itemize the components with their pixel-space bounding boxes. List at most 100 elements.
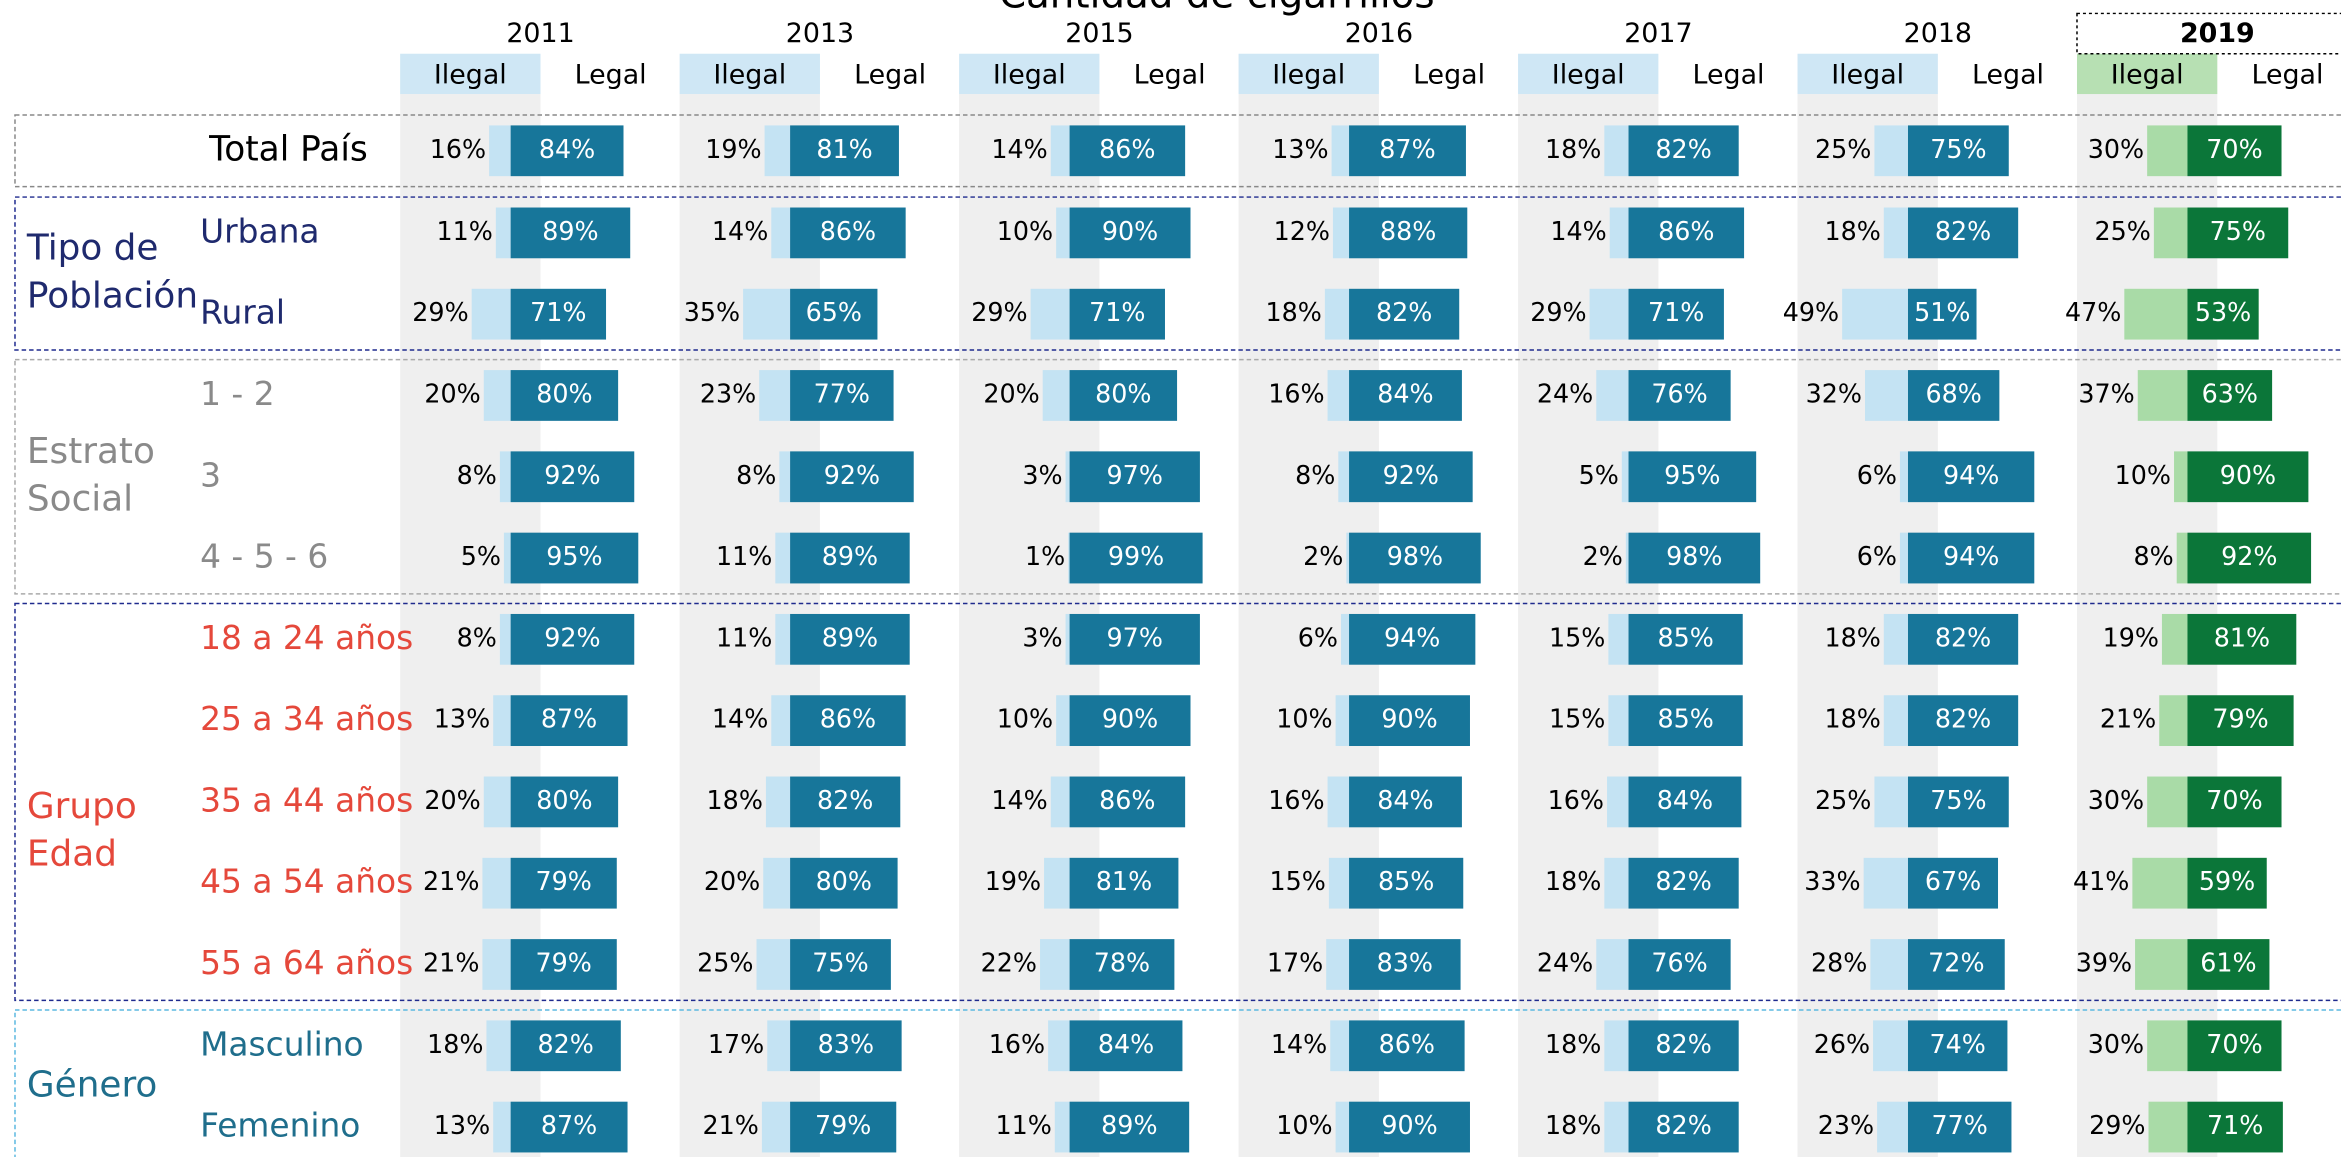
column-label: Ilegal bbox=[1831, 60, 1904, 91]
ilegal-bar bbox=[1044, 857, 1070, 909]
year-label: 2018 bbox=[1904, 18, 1972, 49]
ilegal-value-label: 13% bbox=[434, 1110, 490, 1140]
legal-value-label: 92% bbox=[824, 460, 880, 490]
legal-value-label: 90% bbox=[1381, 1110, 1437, 1140]
ilegal-value-label: 39% bbox=[2076, 947, 2132, 977]
legal-value-label: 90% bbox=[1102, 704, 1158, 734]
ilegal-value-label: 10% bbox=[1276, 704, 1332, 734]
ilegal-bar bbox=[1335, 1101, 1350, 1153]
ilegal-bar bbox=[483, 776, 511, 828]
ilegal-value-label: 14% bbox=[1550, 216, 1606, 246]
ilegal-bar bbox=[1608, 695, 1629, 747]
ilegal-bar bbox=[1604, 857, 1629, 909]
ilegal-value-label: 3% bbox=[1022, 622, 1062, 652]
legal-bar bbox=[1907, 695, 2019, 747]
legal-bar bbox=[510, 207, 631, 259]
legal-value-label: 74% bbox=[1930, 1029, 1986, 1059]
legal-value-label: 82% bbox=[1655, 1110, 1711, 1140]
legal-value-label: 81% bbox=[2214, 622, 2270, 652]
legal-bar bbox=[1907, 288, 1977, 340]
highlight-box bbox=[2076, 12, 2341, 55]
legal-value-label: 59% bbox=[2199, 866, 2255, 896]
ilegal-bar bbox=[1608, 613, 1629, 665]
ilegal-value-label: 16% bbox=[989, 1029, 1045, 1059]
legal-value-label: 70% bbox=[2206, 134, 2262, 164]
legal-value-label: 86% bbox=[820, 216, 876, 246]
legal-value-label: 86% bbox=[1658, 216, 1714, 246]
ilegal-bar bbox=[1328, 857, 1350, 909]
ilegal-value-label: 32% bbox=[1806, 378, 1862, 408]
legal-value-label: 82% bbox=[1655, 134, 1711, 164]
legal-bar bbox=[510, 370, 619, 421]
ilegal-bar bbox=[1042, 370, 1070, 421]
legal-value-label: 89% bbox=[822, 622, 878, 652]
legal-value-label: 78% bbox=[1094, 947, 1150, 977]
ilegal-bar bbox=[1609, 207, 1629, 259]
row-label: 18 a 24 años bbox=[200, 619, 413, 657]
ilegal-value-label: 16% bbox=[1268, 378, 1324, 408]
legal-value-label: 86% bbox=[1099, 785, 1155, 815]
ilegal-value-label: 23% bbox=[1818, 1110, 1874, 1140]
ilegal-value-label: 16% bbox=[1268, 785, 1324, 815]
legal-value-label: 84% bbox=[1098, 1029, 1154, 1059]
ilegal-value-label: 26% bbox=[1814, 1029, 1870, 1059]
legal-bar bbox=[1349, 1020, 1465, 1072]
ilegal-value-label: 20% bbox=[983, 378, 1039, 408]
legal-bar bbox=[1628, 451, 1757, 503]
ilegal-value-label: 22% bbox=[981, 947, 1037, 977]
group-label: Población bbox=[27, 275, 198, 316]
ilegal-value-label: 35% bbox=[684, 297, 740, 327]
legal-value-label: 82% bbox=[817, 785, 873, 815]
column-label: Legal bbox=[1693, 60, 1765, 91]
ilegal-value-label: 19% bbox=[2103, 622, 2159, 652]
ilegal-value-label: 18% bbox=[1545, 134, 1601, 164]
legal-value-label: 79% bbox=[536, 866, 592, 896]
ilegal-bar bbox=[482, 857, 511, 909]
legal-value-label: 90% bbox=[1381, 704, 1437, 734]
legal-bar bbox=[510, 857, 617, 909]
ilegal-value-label: 10% bbox=[2115, 460, 2171, 490]
ilegal-bar bbox=[763, 857, 791, 909]
row-label: 25 a 34 años bbox=[200, 700, 413, 738]
ilegal-value-label: 25% bbox=[697, 947, 753, 977]
legal-bar bbox=[790, 776, 901, 828]
ilegal-value-label: 24% bbox=[1537, 378, 1593, 408]
ilegal-value-label: 18% bbox=[1545, 1029, 1601, 1059]
column-label: Legal bbox=[854, 60, 926, 91]
ilegal-value-label: 24% bbox=[1537, 947, 1593, 977]
legal-bar bbox=[1907, 125, 2009, 177]
ilegal-value-label: 2% bbox=[1583, 541, 1623, 571]
legal-value-label: 82% bbox=[1655, 866, 1711, 896]
ilegal-bar bbox=[759, 370, 791, 421]
legal-bar bbox=[1349, 207, 1468, 259]
legal-value-label: 92% bbox=[544, 622, 600, 652]
ilegal-bar bbox=[1604, 1101, 1629, 1153]
legal-value-label: 75% bbox=[1930, 785, 1986, 815]
ilegal-bar bbox=[2159, 695, 2188, 747]
ilegal-value-label: 29% bbox=[971, 297, 1027, 327]
column-label: Ilegal bbox=[1552, 60, 1625, 91]
legal-bar bbox=[1349, 776, 1462, 828]
legal-value-label: 87% bbox=[541, 704, 597, 734]
header-cell bbox=[1238, 53, 1379, 95]
legal-value-label: 80% bbox=[816, 866, 872, 896]
legal-value-label: 85% bbox=[1378, 866, 1434, 896]
ilegal-value-label: 17% bbox=[1267, 947, 1323, 977]
ilegal-bar bbox=[779, 451, 791, 503]
legal-bar bbox=[790, 939, 891, 990]
legal-bar bbox=[790, 695, 906, 747]
legal-value-label: 85% bbox=[1657, 622, 1713, 652]
legal-bar bbox=[1907, 613, 2019, 665]
ilegal-value-label: 41% bbox=[2073, 866, 2129, 896]
legal-bar bbox=[1349, 125, 1466, 177]
ilegal-value-label: 30% bbox=[2088, 1029, 2144, 1059]
legal-bar bbox=[1349, 451, 1473, 503]
legal-value-label: 90% bbox=[2220, 460, 2276, 490]
ilegal-bar bbox=[1065, 613, 1070, 665]
legal-value-label: 89% bbox=[822, 541, 878, 571]
legal-bar bbox=[1069, 125, 1186, 177]
ilegal-bar bbox=[499, 613, 511, 665]
ilegal-bar bbox=[1621, 451, 1629, 503]
ilegal-value-label: 5% bbox=[461, 541, 501, 571]
ilegal-bar bbox=[493, 1101, 511, 1153]
